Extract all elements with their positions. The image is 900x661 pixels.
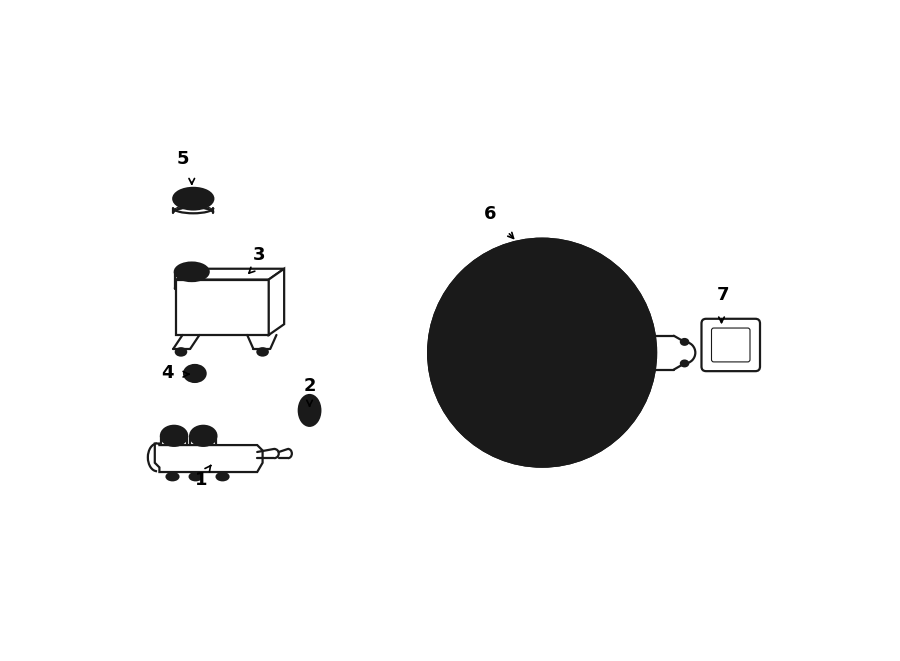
Text: 3: 3 [253, 246, 266, 264]
Polygon shape [176, 269, 284, 280]
Text: 4: 4 [161, 364, 174, 383]
Ellipse shape [472, 284, 611, 422]
Ellipse shape [178, 191, 209, 206]
Ellipse shape [524, 334, 561, 371]
Ellipse shape [428, 239, 656, 467]
Ellipse shape [175, 262, 209, 281]
Ellipse shape [472, 410, 485, 422]
Ellipse shape [166, 473, 179, 481]
Ellipse shape [476, 413, 482, 418]
Ellipse shape [161, 426, 187, 446]
Polygon shape [155, 444, 263, 472]
Ellipse shape [680, 360, 688, 367]
Ellipse shape [680, 339, 688, 345]
Ellipse shape [176, 348, 186, 356]
Text: 2: 2 [303, 377, 316, 395]
Ellipse shape [184, 365, 205, 382]
Ellipse shape [195, 430, 211, 442]
Ellipse shape [299, 395, 320, 426]
Text: 5: 5 [176, 149, 189, 168]
Polygon shape [269, 269, 284, 335]
Ellipse shape [428, 239, 656, 467]
Ellipse shape [189, 369, 201, 378]
Ellipse shape [511, 322, 573, 383]
Text: 7: 7 [716, 286, 729, 304]
Ellipse shape [166, 430, 182, 442]
Text: 6: 6 [484, 205, 497, 223]
FancyBboxPatch shape [712, 328, 750, 362]
Ellipse shape [460, 412, 467, 420]
Ellipse shape [455, 280, 463, 288]
Ellipse shape [303, 401, 316, 420]
Ellipse shape [468, 277, 481, 290]
Ellipse shape [216, 473, 229, 481]
Ellipse shape [435, 245, 650, 461]
Ellipse shape [257, 348, 268, 356]
Text: 1: 1 [194, 471, 207, 488]
Polygon shape [176, 280, 269, 335]
Ellipse shape [190, 426, 216, 446]
Ellipse shape [174, 188, 213, 210]
Ellipse shape [472, 281, 477, 286]
Ellipse shape [189, 473, 202, 481]
FancyBboxPatch shape [701, 319, 760, 371]
Ellipse shape [180, 266, 203, 278]
